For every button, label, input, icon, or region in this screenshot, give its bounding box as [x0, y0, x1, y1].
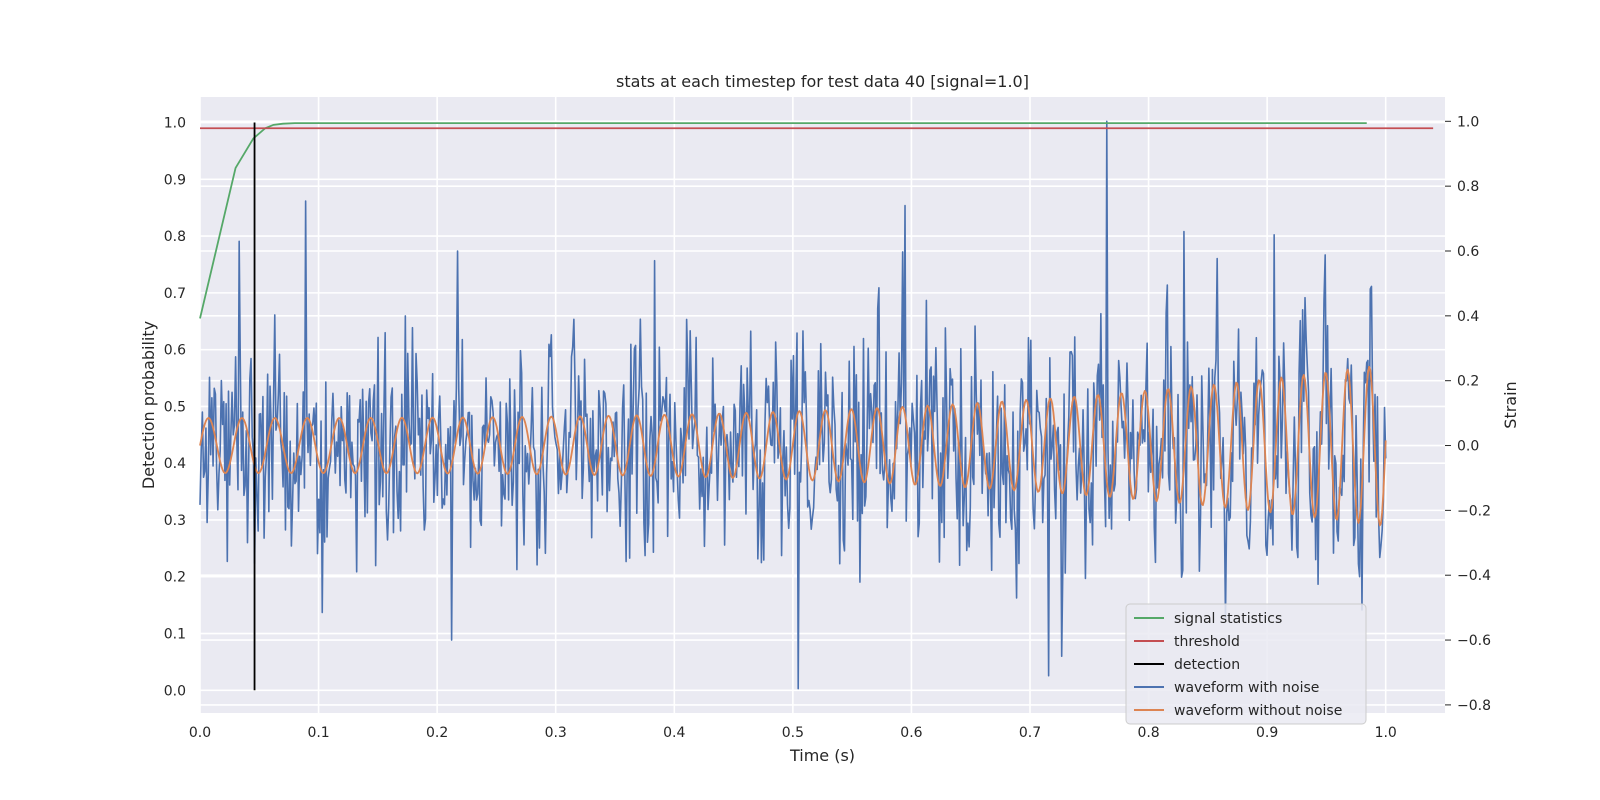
y-left-tick-label: 0.1 — [164, 627, 186, 643]
x-tick-label: 0.4 — [663, 725, 685, 741]
x-tick-label: 0.3 — [545, 725, 567, 741]
legend-box — [1125, 603, 1367, 725]
ticks: 0.0 0.1 0.2 0.3 0.4 0.5 0.6 0.7 0.8 0.9 1.0 0.0 0.1 0… — [164, 114, 1491, 741]
series-waveform-with-noise — [199, 120, 1387, 690]
y-right-tick-label: 0.6 — [1457, 244, 1479, 260]
y-left-tick-label: 0.2 — [164, 570, 186, 586]
y-left-tick-label: 1.0 — [164, 116, 186, 132]
legend-label: waveform without noise — [1174, 703, 1342, 719]
x-tick-label: 0.7 — [1019, 725, 1041, 741]
y-right-tick-label: −0.2 — [1457, 503, 1491, 519]
y-left-tick-label: 0.4 — [164, 456, 186, 472]
x-tick-label: 0.0 — [189, 725, 211, 741]
series-waveform-without-noise — [199, 365, 1387, 527]
x-tick-label: 0.1 — [307, 725, 329, 741]
y-right-tick-label: −0.4 — [1457, 568, 1491, 584]
y-left-tick-label: 0.6 — [164, 343, 186, 359]
x-tick-label: 0.5 — [782, 725, 804, 741]
y-left-tick-label: 0.5 — [164, 399, 186, 415]
chart-title: stats at each timestep for test data 40 … — [616, 72, 1029, 91]
y-right-tick-label: 0.4 — [1457, 309, 1479, 325]
x-axis-label: Time (s) — [789, 746, 855, 765]
legend-label: threshold — [1174, 634, 1240, 650]
series-layer — [199, 120, 1434, 691]
y-left-tick-label: 0.8 — [164, 229, 186, 245]
legend: signal statistics threshold detection wavef… — [1125, 603, 1367, 725]
y-left-tick-label: 0.7 — [164, 286, 186, 302]
series-signal-statistics — [199, 122, 1367, 319]
y-right-tick-label: 1.0 — [1457, 114, 1479, 130]
y-right-tick-label: −0.6 — [1457, 633, 1491, 649]
legend-label: detection — [1174, 657, 1240, 673]
y-left-tick-label: 0.3 — [164, 513, 186, 529]
x-tick-label: 0.9 — [1256, 725, 1278, 741]
x-tick-label: 0.8 — [1137, 725, 1159, 741]
y-right-tick-label: 0.8 — [1457, 179, 1479, 195]
x-tick-label: 0.6 — [900, 725, 922, 741]
x-tick-label: 1.0 — [1375, 725, 1397, 741]
y-right-tick-label: 0.0 — [1457, 439, 1479, 455]
legend-label: signal statistics — [1174, 611, 1282, 627]
legend-label: waveform with noise — [1174, 680, 1319, 696]
y-left-tick-label: 0.9 — [164, 172, 186, 188]
y-axis-right-label: Strain — [1501, 381, 1520, 428]
y-axis-left-label: Detection probability — [139, 321, 158, 489]
y-left-tick-label: 0.0 — [164, 683, 186, 699]
x-tick-label: 0.2 — [426, 725, 448, 741]
y-right-tick-label: −0.8 — [1457, 698, 1491, 714]
y-right-tick-label: 0.2 — [1457, 374, 1479, 390]
